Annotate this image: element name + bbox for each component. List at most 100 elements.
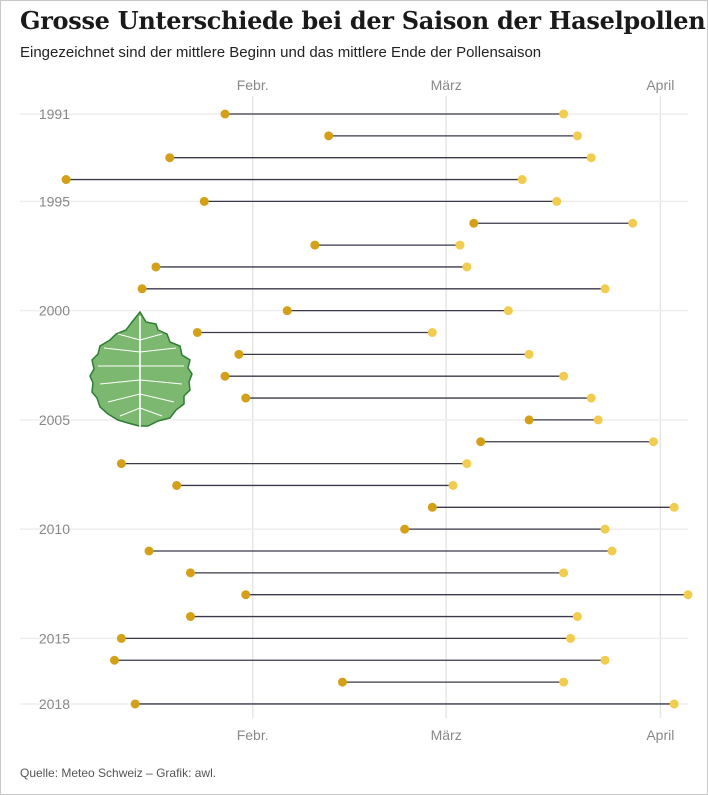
- season-row: [282, 306, 513, 316]
- month-tick-label: April: [646, 727, 674, 743]
- season-row: [469, 218, 638, 228]
- season-start-dot: [185, 568, 195, 578]
- season-row: [185, 612, 582, 622]
- season-start-dot: [220, 109, 230, 119]
- season-end-dot: [669, 699, 679, 709]
- season-row: [241, 393, 596, 403]
- season-end-dot: [462, 262, 472, 272]
- season-end-dot: [455, 240, 465, 250]
- season-end-dot: [600, 284, 610, 294]
- season-end-dot: [552, 196, 562, 206]
- season-start-dot: [151, 262, 161, 272]
- season-end-dot: [524, 349, 534, 359]
- season-row: [137, 284, 610, 294]
- season-start-dot: [241, 393, 251, 403]
- season-row: [234, 349, 534, 359]
- season-end-dot: [566, 633, 576, 643]
- season-start-dot: [109, 655, 119, 665]
- month-tick-label: Febr.: [237, 77, 269, 93]
- season-start-dot: [324, 131, 334, 141]
- season-end-dot: [559, 568, 569, 578]
- season-end-dot: [648, 437, 658, 447]
- season-start-dot: [234, 349, 244, 359]
- bottom-month-axis: Febr. März April: [237, 727, 675, 743]
- season-end-dot: [462, 459, 472, 469]
- season-end-dot: [600, 655, 610, 665]
- season-start-dot: [282, 306, 292, 316]
- season-row: [337, 677, 569, 687]
- year-tick-label: 2018: [39, 696, 70, 712]
- leaf-blade: [89, 310, 193, 427]
- season-end-dot: [448, 480, 458, 490]
- season-row: [476, 437, 658, 447]
- season-start-dot: [165, 153, 175, 163]
- season-row: [116, 459, 472, 469]
- season-start-dot: [476, 437, 486, 447]
- year-tick-label: 2005: [39, 412, 70, 428]
- season-row: [116, 633, 576, 643]
- month-tick-label: April: [646, 77, 674, 93]
- season-row: [185, 568, 569, 578]
- season-start-dot: [199, 196, 209, 206]
- top-month-axis: Febr. März April: [237, 77, 675, 93]
- season-end-dot: [600, 524, 610, 534]
- year-tick-label: 2000: [39, 303, 70, 319]
- season-rows: [61, 109, 693, 709]
- season-end-dot: [559, 109, 569, 119]
- source-note: Quelle: Meteo Schweiz – Grafik: awl.: [20, 766, 217, 780]
- season-start-dot: [172, 480, 182, 490]
- season-row: [220, 109, 569, 119]
- season-start-dot: [116, 633, 126, 643]
- season-row: [324, 131, 582, 141]
- season-end-dot: [427, 328, 437, 337]
- season-start-dot: [185, 612, 195, 622]
- season-row: [220, 371, 569, 381]
- month-tick-label: Febr.: [237, 727, 269, 743]
- season-row: [61, 175, 527, 185]
- season-end-dot: [586, 393, 596, 403]
- season-row: [427, 502, 679, 512]
- season-row: [144, 546, 617, 556]
- month-tick-label: März: [431, 727, 462, 743]
- season-end-dot: [607, 546, 617, 556]
- season-end-dot: [683, 590, 693, 600]
- year-tick-label: 2010: [39, 521, 70, 537]
- season-row: [524, 415, 603, 425]
- season-start-dot: [61, 175, 71, 185]
- season-start-dot: [337, 677, 347, 687]
- season-start-dot: [469, 218, 479, 228]
- year-tick-label: 1991: [39, 106, 70, 122]
- season-start-dot: [144, 546, 154, 556]
- season-start-dot: [137, 284, 147, 294]
- season-end-dot: [628, 218, 638, 228]
- season-row: [310, 240, 465, 250]
- season-end-dot: [559, 677, 569, 687]
- chart-subtitle: Eingezeichnet sind der mittlere Beginn u…: [20, 44, 542, 61]
- season-end-dot: [572, 612, 582, 622]
- season-start-dot: [310, 240, 320, 250]
- chart-title: Grosse Unterschiede bei der Saison der H…: [20, 6, 706, 35]
- leaf-veins: [98, 333, 184, 417]
- season-end-dot: [559, 371, 569, 381]
- season-row: [130, 699, 679, 709]
- month-tick-label: März: [431, 77, 462, 93]
- season-end-dot: [593, 415, 603, 425]
- season-start-dot: [192, 328, 202, 337]
- season-start-dot: [130, 699, 140, 709]
- season-end-dot: [517, 175, 527, 185]
- season-start-dot: [116, 459, 126, 469]
- season-start-dot: [524, 415, 534, 425]
- vertical-gridlines: [251, 96, 662, 718]
- hazel-leaf-icon: [89, 310, 193, 437]
- season-end-dot: [572, 131, 582, 141]
- season-row: [199, 196, 562, 206]
- season-row: [241, 590, 693, 600]
- season-row: [192, 328, 437, 337]
- season-row: [151, 262, 472, 272]
- season-end-dot: [669, 502, 679, 512]
- season-start-dot: [427, 502, 437, 512]
- season-start-dot: [400, 524, 410, 534]
- season-end-dot: [503, 306, 513, 316]
- season-row: [109, 655, 610, 665]
